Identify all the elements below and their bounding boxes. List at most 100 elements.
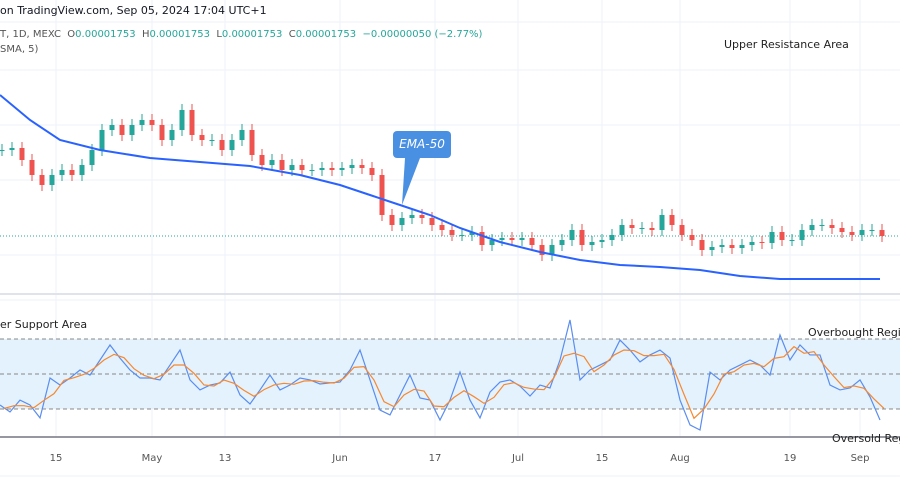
candle-body <box>779 232 785 240</box>
candle-body <box>179 110 185 130</box>
candle-body <box>429 218 435 225</box>
candle-body <box>209 140 215 141</box>
candle-body <box>279 160 285 170</box>
candle-body <box>79 165 85 175</box>
candle-body <box>199 135 205 140</box>
chart-source-header: on TradingView.com, Sep 05, 2024 17:04 U… <box>0 4 267 17</box>
candle-body <box>219 140 225 150</box>
candle-body <box>679 225 685 235</box>
candle-body <box>819 225 825 226</box>
candle-body <box>649 228 655 230</box>
x-tick-label: 13 <box>219 453 232 464</box>
candle-body <box>489 240 495 245</box>
x-tick-label: Aug <box>670 453 690 464</box>
candle-body <box>699 240 705 250</box>
candle-body <box>559 240 565 245</box>
candle-body <box>499 238 505 240</box>
candle-body <box>709 247 715 250</box>
candle-body <box>419 215 425 218</box>
x-tick-label: May <box>142 453 163 464</box>
candle-body <box>159 125 165 140</box>
candle-body <box>99 130 105 150</box>
candle-body <box>579 230 585 245</box>
candle-body <box>529 238 535 245</box>
candle-body <box>0 150 5 151</box>
candle-body <box>539 245 545 255</box>
candle-body <box>379 175 385 215</box>
candle-body <box>89 150 95 165</box>
candle-body <box>739 245 745 248</box>
candle-body <box>759 242 765 243</box>
candle-body <box>129 125 135 135</box>
candle-body <box>799 230 805 240</box>
candle-body <box>569 230 575 240</box>
support-area-label: er Support Area <box>0 318 88 331</box>
candle-body <box>119 125 125 135</box>
candle-body <box>139 120 145 125</box>
candle-body <box>879 230 885 236</box>
candle-body <box>809 225 815 230</box>
candle-body <box>719 245 725 247</box>
x-tick-label: Jun <box>331 453 348 464</box>
ohlc-legend: T, 1D, MEXC O0.00001753 H0.00001753 L0.0… <box>0 29 483 40</box>
candle-body <box>839 228 845 232</box>
change-value: −0.00000050 (−2.77%) <box>362 29 483 40</box>
candle-body <box>869 230 875 231</box>
close-value: 0.00001753 <box>295 29 357 40</box>
candle-body <box>289 165 295 170</box>
candle-body <box>459 235 465 236</box>
candle-body <box>269 160 275 165</box>
x-tick-label: 19 <box>784 453 797 464</box>
candle-body <box>589 242 595 245</box>
oversold-label: Oversold Reg <box>832 432 900 445</box>
low-value: 0.00001753 <box>221 29 283 40</box>
indicator-legend: SMA, 5) <box>0 44 39 55</box>
candle-body <box>449 230 455 235</box>
candle-body <box>29 160 35 175</box>
x-tick-label: 15 <box>596 453 609 464</box>
candle-body <box>309 170 315 171</box>
candle-body <box>639 228 645 229</box>
candle-body <box>319 168 325 170</box>
candle-body <box>299 165 305 170</box>
candle-body <box>349 165 355 168</box>
candle-body <box>659 215 665 230</box>
candle-body <box>59 170 65 175</box>
overbought-label: Overbought Regio <box>808 326 900 339</box>
candle-body <box>9 148 15 150</box>
ema-callout: EMA-50 <box>393 131 451 158</box>
candle-body <box>859 230 865 235</box>
candle-body <box>329 168 335 170</box>
candle-body <box>469 232 475 235</box>
rsi-sma-line <box>3 345 885 420</box>
candle-body <box>549 245 555 255</box>
x-tick-label: 17 <box>429 453 442 464</box>
x-tick-label: Jul <box>511 453 524 464</box>
candle-body <box>49 175 55 185</box>
ema-callout-pointer <box>402 158 420 205</box>
candle-body <box>169 130 175 140</box>
candle-body <box>729 245 735 248</box>
candle-body <box>619 225 625 235</box>
candle-body <box>339 168 345 170</box>
candle-body <box>39 175 45 185</box>
candle-body <box>749 242 755 245</box>
candle-body <box>399 218 405 225</box>
candle-body <box>689 235 695 240</box>
rsi-line <box>0 319 881 431</box>
candle-body <box>849 232 855 235</box>
candle-body <box>189 110 195 135</box>
symbol-label: T, 1D, MEXC <box>0 29 61 40</box>
x-tick-label: 15 <box>50 453 63 464</box>
candle-body <box>19 148 25 160</box>
candle-body <box>829 225 835 228</box>
candle-body <box>229 140 235 150</box>
candle-body <box>519 238 525 240</box>
candle-body <box>359 165 365 168</box>
candle-body <box>669 215 675 225</box>
high-value: 0.00001753 <box>149 29 210 40</box>
candle-body <box>629 225 635 228</box>
x-tick-label: Sep <box>851 453 870 464</box>
ema-50-line <box>0 94 880 280</box>
